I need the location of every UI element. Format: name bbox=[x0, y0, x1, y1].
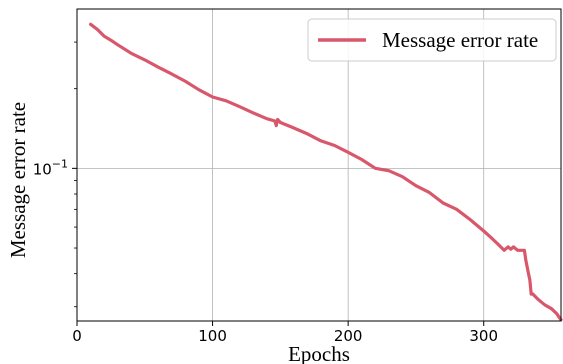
series-line-message-error-rate bbox=[88, 22, 563, 322]
x-axis-ticks: 0 100 200 300 bbox=[72, 321, 498, 345]
x-tick-label: 100 bbox=[198, 327, 227, 345]
y-axis-ticks: 10−1 bbox=[33, 41, 77, 308]
y-tick-label: 10−1 bbox=[33, 157, 68, 178]
x-tick-label: 200 bbox=[334, 327, 363, 345]
legend-label-message-error-rate: Message error rate bbox=[382, 28, 538, 52]
x-tick-label: 300 bbox=[469, 327, 498, 345]
legend: Message error rate bbox=[307, 18, 557, 62]
y-axis-label: Message error rate bbox=[6, 102, 30, 258]
x-axis-label: Epochs bbox=[288, 342, 350, 364]
series-group bbox=[88, 22, 563, 322]
x-tick-label: 0 bbox=[72, 327, 82, 345]
plot-frame bbox=[76, 8, 562, 322]
legend-box bbox=[307, 18, 557, 62]
